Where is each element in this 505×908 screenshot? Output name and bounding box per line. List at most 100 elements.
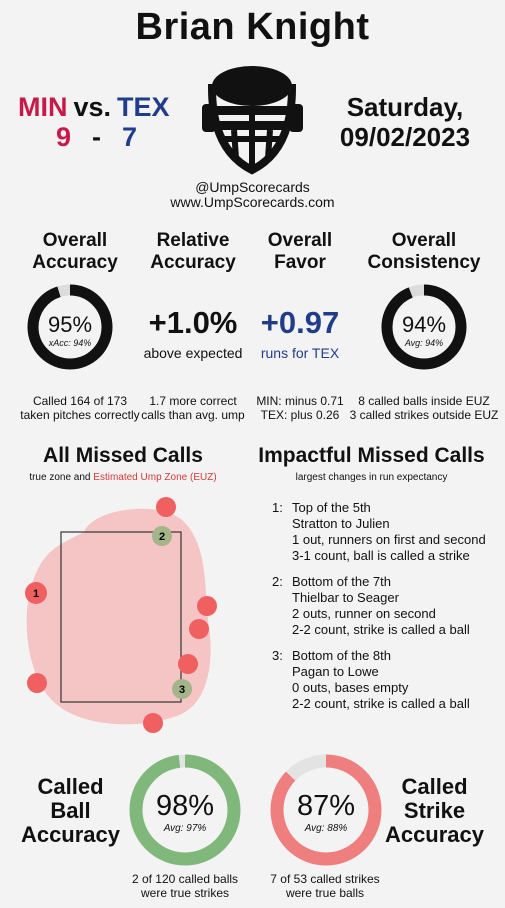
overall-favor-note: MIN: minus 0.71 TEX: plus 0.26 xyxy=(250,394,350,422)
legend-euz: Estimated Ump Zone (EUZ) xyxy=(93,472,217,483)
count-result: 2-2 count, strike is called a ball xyxy=(292,622,470,637)
impactful-call-number: 3: xyxy=(272,648,283,663)
score-dash: - xyxy=(92,122,101,152)
date-value: 09/02/2023 xyxy=(339,122,471,152)
note-line: calls than avg. ump xyxy=(141,408,245,422)
called-strike-accuracy-heading: Called Strike Accuracy xyxy=(382,775,487,847)
overall-consistency-value: 94% xyxy=(401,312,447,337)
versus-label: vs. xyxy=(73,92,112,122)
relative-accuracy-note: 1.7 more correct calls than avg. ump xyxy=(133,394,253,422)
heading-line: Strike xyxy=(403,798,466,823)
heading-line: Accuracy xyxy=(32,252,118,273)
heading-line: Consistency xyxy=(367,252,481,273)
home-score: 9 xyxy=(56,122,72,152)
note-line: 3 called strikes outside EUZ xyxy=(349,408,499,422)
overall-favor-block: +0.97 runs for TEX xyxy=(240,305,360,361)
matchup: Pagan to Lowe xyxy=(292,664,379,679)
overall-accuracy-center: 95% xAcc: 94% xyxy=(27,312,113,348)
marker-1-label: 1 xyxy=(33,588,39,600)
called-ball-avg: Avg: 97% xyxy=(163,823,207,834)
called-ball-note: 2 of 120 called balls were true strikes xyxy=(110,872,260,900)
impactful-call-number: 2: xyxy=(272,574,283,589)
impactful-missed-calls-title: Impactful Missed Calls xyxy=(258,444,485,467)
note-line: 8 called balls inside EUZ xyxy=(358,394,490,408)
impactful-call-1: 1: Top of the 5th Stratton to Julien 1 o… xyxy=(272,500,492,564)
matchup: Stratton to Julien xyxy=(292,516,390,531)
strike-zone xyxy=(60,531,182,703)
note-line: were true strikes xyxy=(140,886,230,900)
count-result: 2-2 count, strike is called a ball xyxy=(292,696,470,711)
all-missed-calls-title: All Missed Calls xyxy=(43,444,203,467)
euz-region xyxy=(26,508,211,725)
missed-call-dot xyxy=(143,713,163,733)
heading-line: Ball xyxy=(50,798,91,823)
called-strike-ring xyxy=(270,754,382,866)
count-result: 3-1 count, ball is called a strike xyxy=(292,548,470,563)
missed-calls-legend: true zone and Estimated Ump Zone (EUZ) xyxy=(5,472,241,483)
situation: 1 out, runners on first and second xyxy=(292,532,486,547)
heading-line: Overall xyxy=(42,230,108,251)
marker-3-label: 3 xyxy=(179,684,185,696)
missed-call-marker-3 xyxy=(172,679,192,699)
overall-accuracy-value: 95% xyxy=(47,312,93,337)
website-link: www.UmpScorecards.com xyxy=(170,194,335,210)
missed-call-marker-1 xyxy=(25,582,47,604)
branding: @UmpScorecards www.UmpScorecards.com xyxy=(0,180,505,210)
relative-accuracy-heading: Relative Accuracy xyxy=(133,230,253,274)
note-line: 1.7 more correct xyxy=(149,394,237,408)
heading-line: Called xyxy=(37,774,104,799)
heading-line: Relative xyxy=(156,230,230,251)
heading-line: Accuracy xyxy=(150,252,236,273)
overall-accuracy-xacc: xAcc: 94% xyxy=(48,338,92,348)
called-strike-center: 87% Avg: 88% xyxy=(268,790,384,834)
away-team: TEX xyxy=(117,92,170,122)
note-line: TEX: plus 0.26 xyxy=(260,408,340,422)
impactful-call-2: 2: Bottom of the 7th Thielbar to Seager … xyxy=(272,574,492,638)
inning: Top of the 5th xyxy=(292,500,371,515)
inning: Bottom of the 8th xyxy=(292,648,392,663)
situation: 0 outs, bases empty xyxy=(292,680,409,695)
situation: 2 outs, runner on second xyxy=(292,606,436,621)
note-line: 2 of 120 called balls xyxy=(131,872,239,886)
overall-consistency-center: 94% Avg: 94% xyxy=(381,312,467,348)
legend-true-zone: true zone and xyxy=(29,472,91,483)
impactful-call-number: 1: xyxy=(272,500,283,515)
away-score: 7 xyxy=(122,122,138,152)
overall-favor-value: +0.97 xyxy=(260,305,340,340)
note-line: Called 164 of 173 xyxy=(32,394,128,408)
impactful-call-3: 3: Bottom of the 8th Pagan to Lowe 0 out… xyxy=(272,648,492,712)
overall-consistency-heading: Overall Consistency xyxy=(361,230,487,274)
inning: Bottom of the 7th xyxy=(292,574,392,589)
matchup: Thielbar to Seager xyxy=(292,590,399,605)
overall-consistency-note: 8 called balls inside EUZ 3 called strik… xyxy=(344,394,504,422)
missed-call-marker-2 xyxy=(152,526,172,546)
game-date: Saturday, 09/02/2023 xyxy=(320,92,490,152)
called-strike-value: 87% xyxy=(296,790,356,822)
umpire-mask-icon xyxy=(202,66,303,175)
overall-accuracy-note: Called 164 of 173 taken pitches correctl… xyxy=(5,394,155,422)
missed-call-dot xyxy=(178,654,198,674)
overall-favor-heading: Overall Favor xyxy=(240,230,360,274)
note-line: 7 of 53 called strikes xyxy=(270,872,380,886)
note-line: MIN: minus 0.71 xyxy=(256,394,344,408)
overall-accuracy-heading: Overall Accuracy xyxy=(15,230,135,274)
missed-calls-plot: 1 2 3 xyxy=(25,497,217,733)
heading-line: Accuracy xyxy=(20,822,121,847)
called-ball-value: 98% xyxy=(155,790,215,822)
heading-line: Overall xyxy=(267,230,333,251)
heading-line: Overall xyxy=(391,230,457,251)
impactful-subtitle: largest changes in run expectancy xyxy=(295,472,448,483)
teams-line: MIN vs. TEX xyxy=(18,92,170,123)
called-strike-note: 7 of 53 called strikes were true balls xyxy=(250,872,400,900)
heading-line: Favor xyxy=(274,252,326,273)
overall-consistency-ring xyxy=(381,284,467,370)
heading-line: Accuracy xyxy=(384,822,485,847)
note-line: taken pitches correctly xyxy=(20,408,140,422)
overall-accuracy-ring xyxy=(27,284,113,370)
twitter-handle: @UmpScorecards xyxy=(195,179,310,195)
overall-favor-sub: runs for TEX xyxy=(260,345,340,361)
called-ball-ring xyxy=(129,754,241,866)
umpire-name: Brian Knight xyxy=(135,6,370,48)
date-weekday: Saturday, xyxy=(346,92,464,122)
home-team: MIN xyxy=(18,92,68,122)
